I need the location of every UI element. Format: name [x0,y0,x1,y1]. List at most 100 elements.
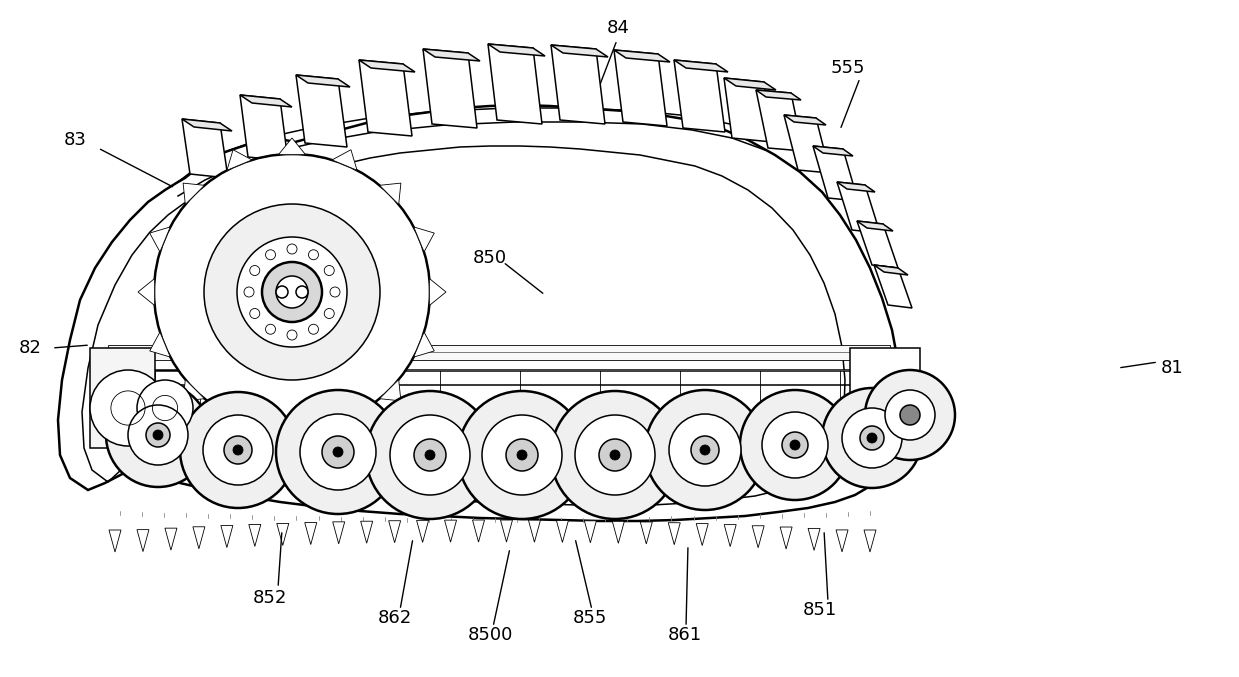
Polygon shape [296,75,349,87]
Text: 850: 850 [473,249,507,267]
Polygon shape [615,50,667,126]
Circle shape [900,405,921,425]
Polygon shape [724,525,736,546]
Circle shape [458,391,586,519]
Polygon shape [183,380,204,401]
Polygon shape [422,49,477,128]
Circle shape [250,265,260,276]
Circle shape [265,250,275,260]
Polygon shape [416,521,429,542]
Circle shape [325,309,335,318]
Polygon shape [414,332,435,357]
Polygon shape [279,429,306,446]
Polygon shape [813,146,857,201]
Polygon shape [276,523,289,546]
Circle shape [309,324,318,334]
Circle shape [300,414,375,490]
Polygon shape [359,60,413,136]
Polygon shape [332,150,357,171]
Polygon shape [150,332,170,357]
Text: 851: 851 [803,601,838,619]
Circle shape [276,390,400,514]
Polygon shape [296,75,347,147]
Polygon shape [182,119,228,178]
Polygon shape [857,221,893,231]
Polygon shape [674,60,729,72]
Polygon shape [529,520,540,542]
Polygon shape [150,227,170,252]
Circle shape [782,432,808,458]
Polygon shape [724,78,772,142]
Polygon shape [873,265,908,275]
Text: 861: 861 [668,626,703,644]
Polygon shape [850,348,921,415]
Polygon shape [668,523,680,545]
Circle shape [598,439,631,471]
Text: 83: 83 [63,131,87,149]
Polygon shape [752,526,764,548]
Circle shape [276,276,309,308]
Circle shape [390,415,470,495]
Polygon shape [556,521,569,542]
Polygon shape [332,414,357,434]
Circle shape [180,392,296,508]
Circle shape [261,262,322,322]
Circle shape [366,391,494,519]
Polygon shape [108,345,890,360]
Circle shape [90,370,166,446]
Text: 82: 82 [19,339,41,357]
Circle shape [138,380,193,436]
Circle shape [287,244,297,254]
Polygon shape [249,525,261,546]
Circle shape [790,440,800,450]
Circle shape [482,415,563,495]
Circle shape [296,286,309,298]
Polygon shape [333,522,344,544]
Polygon shape [227,150,252,171]
Circle shape [333,447,343,457]
Circle shape [762,412,828,478]
Text: 855: 855 [572,609,607,627]
Polygon shape [641,522,652,544]
Polygon shape [784,115,830,173]
Polygon shape [165,528,177,550]
Polygon shape [784,115,826,125]
Circle shape [821,388,922,488]
Polygon shape [836,530,847,552]
Circle shape [128,405,188,465]
Text: 84: 84 [607,19,629,37]
Circle shape [867,433,877,443]
Polygon shape [138,278,155,305]
Circle shape [233,445,243,455]
Polygon shape [422,49,479,61]
Polygon shape [857,221,898,268]
Polygon shape [361,521,373,543]
Polygon shape [389,521,400,543]
Polygon shape [90,348,155,448]
Polygon shape [501,520,513,542]
Polygon shape [430,278,446,305]
Polygon shape [551,45,605,124]
Circle shape [265,324,275,334]
Circle shape [865,370,955,460]
Polygon shape [414,227,435,252]
Polygon shape [781,527,792,549]
Polygon shape [227,414,252,434]
Circle shape [244,287,254,297]
Circle shape [250,309,260,318]
Circle shape [575,415,655,495]
Polygon shape [585,521,596,543]
Polygon shape [674,60,725,132]
Polygon shape [240,95,287,161]
Polygon shape [445,520,456,542]
Circle shape [203,415,273,485]
Circle shape [276,286,287,298]
Polygon shape [379,183,401,204]
Circle shape [204,204,380,380]
Circle shape [551,391,679,519]
Polygon shape [838,182,880,233]
Circle shape [414,439,446,471]
Polygon shape [221,525,233,548]
Polygon shape [193,527,204,549]
Polygon shape [58,105,902,521]
